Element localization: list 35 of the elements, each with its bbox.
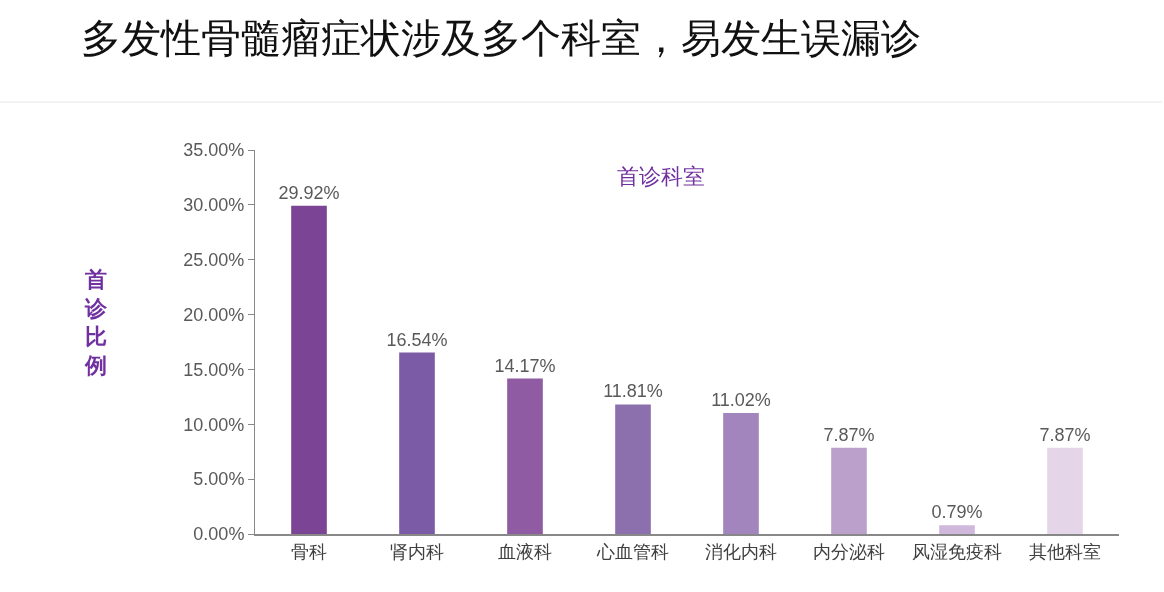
bar: [291, 205, 327, 534]
text: 首诊科室: [617, 164, 705, 189]
y-tick-label: 25.00%: [183, 250, 245, 271]
data-label: 7.87%: [823, 424, 875, 445]
data-label: 0.79%: [931, 502, 983, 523]
x-tick-label: 心血管科: [596, 541, 669, 562]
x-tick-label: 风湿免疫科: [912, 541, 1002, 562]
x-tick-label: 肾内科: [390, 541, 444, 562]
x-tick-label: 血液科: [498, 541, 552, 562]
data-label: 11.02%: [711, 390, 771, 411]
y-axis-title: 首诊比例: [84, 267, 108, 378]
bar: [399, 352, 435, 534]
y-tick-label: 15.00%: [183, 359, 245, 380]
y-tick-label: 5.00%: [193, 469, 245, 490]
x-tick-label: 骨科: [291, 541, 327, 562]
data-label: 11.81%: [603, 381, 663, 402]
bar: [507, 378, 543, 534]
bar: [1047, 447, 1083, 534]
chart-title: 多发性骨髓瘤症状涉及多个科室，易发生误漏诊: [81, 15, 922, 60]
x-tick-label: 消化内科: [705, 541, 777, 562]
data-label: 29.92%: [278, 182, 340, 203]
data-label: 7.87%: [1039, 424, 1091, 445]
x-tick-label: 其他科室: [1029, 541, 1101, 562]
bar: [831, 447, 867, 534]
y-tick-label: 10.00%: [183, 414, 245, 435]
y-tick-label: 30.00%: [183, 195, 245, 216]
x-tick-label: 内分泌科: [813, 541, 885, 562]
bar: [615, 404, 651, 534]
bar: [723, 413, 759, 534]
y-tick-label: 35.00%: [183, 140, 245, 161]
y-tick-label: 0.00%: [193, 524, 245, 545]
data-label: 16.54%: [386, 329, 448, 350]
data-label: 14.17%: [494, 355, 556, 376]
y-tick-label: 20.00%: [183, 304, 245, 325]
bar: [939, 525, 975, 534]
